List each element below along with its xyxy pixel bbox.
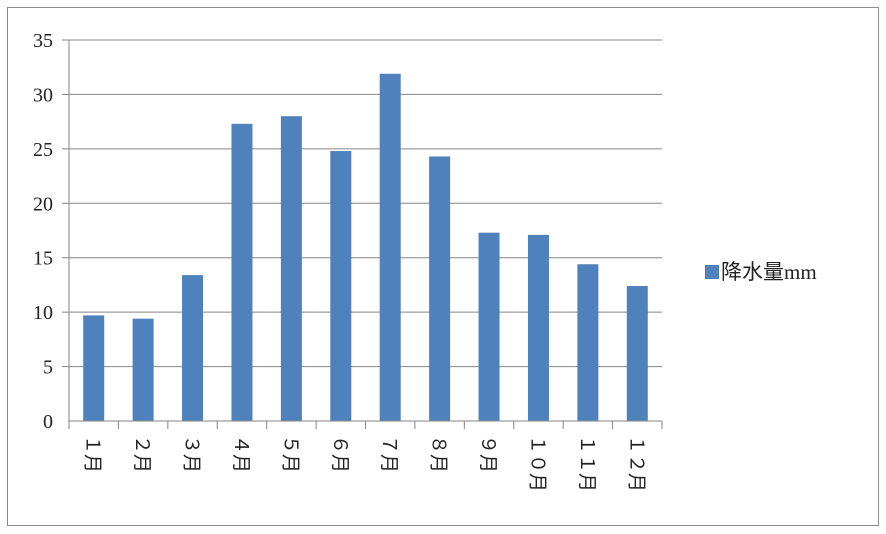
legend-swatch [705,265,719,279]
y-tick-label: 30 [33,84,53,106]
x-tick-label: １２月 [625,435,647,492]
legend-label: 降水量mm [721,260,817,284]
x-tick-label: １０月 [526,435,548,492]
y-tick-label: 35 [33,30,53,52]
bar [429,156,451,421]
bar [182,275,204,421]
x-tick-label: １月 [82,435,104,473]
y-tick-labels: 0 5 10 15 20 25 30 35 [33,30,53,433]
y-tick-label: 5 [43,357,53,379]
y-tick-label: 25 [33,139,53,161]
y-tick-label: 10 [33,302,53,324]
x-tick-label: １１月 [576,435,598,492]
x-tick-label: ４月 [230,435,252,473]
bar [577,264,599,421]
grid-lines [69,39,662,368]
bar [478,232,500,421]
y-tick-label: 20 [33,193,53,215]
bar [83,315,105,421]
x-tick-label: ９月 [477,435,499,473]
bar [280,116,302,421]
x-tick-label: ３月 [181,435,203,473]
bar [527,234,549,421]
legend: 降水量mm [705,260,817,284]
bar [231,123,253,421]
bar [379,73,401,421]
x-tick-label: ８月 [428,435,450,473]
bar [626,286,648,421]
x-tick-labels: １月 ２月 ３月 ４月 ５月 ６月 ７月 ８月 ９月 １０月 １１月 １２月 [82,435,648,492]
x-tick-label: ６月 [329,435,351,473]
y-tick-label: 0 [43,411,53,433]
bar [330,151,352,421]
bar [132,318,154,421]
x-tick-label: ２月 [131,435,153,473]
x-tick-label: ７月 [378,435,400,473]
bars [83,73,648,421]
x-tick-label: ５月 [279,435,301,473]
y-tick-label: 15 [33,248,53,270]
axes [62,39,663,429]
